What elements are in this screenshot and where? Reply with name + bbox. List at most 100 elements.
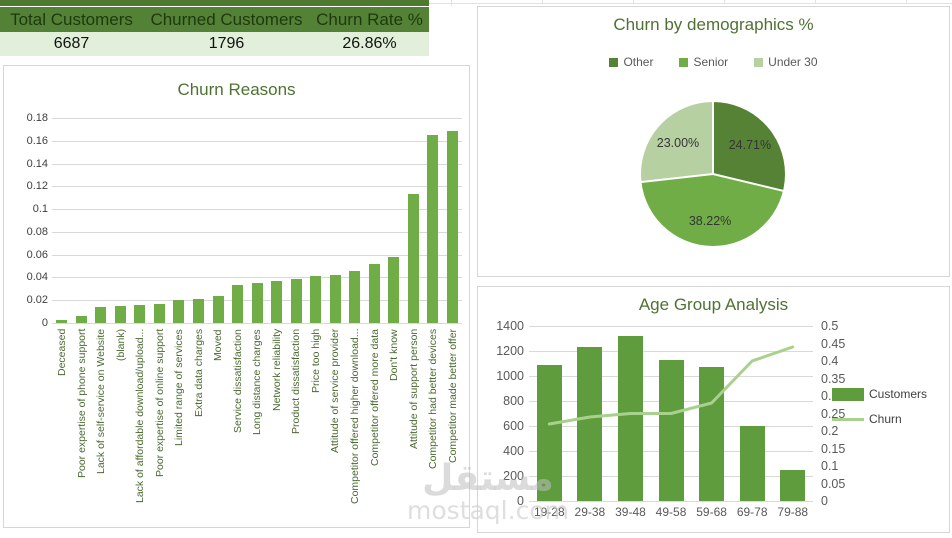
age-plot: 0 200 400 600 800 1000 1200 1400 0 0.05 0.1 0.15 0.2… (496, 319, 845, 508)
category-label: Extra data charges (192, 329, 205, 418)
chart-title: Churn by demographics % (613, 15, 814, 34)
category-slot: Lack of self-service on Website (91, 326, 111, 524)
chart-title: Churn Reasons (177, 80, 296, 99)
legend-item: Other (609, 55, 653, 69)
left-axis-tick-label: 600 (503, 419, 524, 433)
age-category-axis: 19-28 29-38 39-48 49-58 59-68 69-78 79-88 (529, 505, 813, 519)
bar (153, 303, 165, 323)
bar (173, 300, 185, 323)
customers-legend-swatch (832, 387, 864, 401)
bar-slot (52, 319, 72, 323)
gridline (52, 140, 462, 142)
gridline (52, 323, 462, 324)
bar (114, 305, 126, 323)
y-axis-tick-label: 0.08 (26, 225, 48, 238)
bar-slot (691, 366, 732, 501)
excel-gridline (724, 0, 725, 3)
category-label: Long distance charges (251, 329, 264, 435)
left-axis-tick-label: 1000 (496, 369, 524, 383)
right-axis-tick-label: 0.4 (821, 354, 839, 368)
pie-legend: Other Senior Under 30 (478, 55, 949, 69)
category-label: Lack of self-service on Website (95, 329, 108, 475)
bar (577, 347, 603, 501)
bar-slot (130, 304, 150, 323)
y-axis-tick-label: 0.14 (26, 157, 48, 170)
legend-swatch (609, 57, 619, 67)
category-slot: Moved (208, 326, 228, 524)
category-slot: Extra data charges (189, 326, 209, 524)
category-slot: Price too high (306, 326, 326, 524)
gridline (52, 209, 462, 211)
churn-line (547, 345, 795, 426)
bar-slot (72, 316, 92, 323)
kpi-label-churn-rate: Churn Rate % (316, 9, 423, 29)
bar (388, 256, 400, 323)
bar-slot (384, 256, 404, 323)
category-label: Don't know (388, 329, 401, 381)
category-slot: Lack of affordable download/upload... (130, 326, 150, 524)
gridline (529, 501, 813, 502)
legend-label: Under 30 (768, 55, 818, 69)
bar (95, 307, 107, 323)
left-axis-tick-label: 200 (503, 469, 524, 483)
kpi-value-churned-customers: 1796 (208, 35, 245, 52)
bar-slot (345, 270, 365, 323)
category-label: Network reliability (270, 329, 283, 412)
category-label: Poor expertise of online support (153, 329, 166, 478)
category-label: Deceased (56, 329, 68, 377)
left-axis-tick-label: 800 (503, 394, 524, 408)
bar (699, 366, 725, 501)
right-axis-tick-label: 0.2 (821, 424, 839, 438)
category-label: Product dissatisfaction (290, 329, 303, 435)
legend-label: Customers (869, 387, 928, 401)
pie-slice-label: 24.71% (728, 137, 772, 152)
right-axis-tick-label: 0.45 (821, 336, 846, 351)
right-axis-tick-label: 0.35 (821, 371, 846, 386)
bar (56, 319, 68, 323)
bar-slot (529, 364, 570, 501)
category-slot: Competitor made better offer (443, 326, 463, 524)
gridline (52, 254, 462, 256)
kpi-label-total-customers: Total Customers (10, 9, 133, 29)
bar-slot (365, 263, 385, 323)
kpi-header-row: Total Customers Churned Customers Churn … (0, 7, 429, 32)
category-label: 69-78 (736, 505, 768, 519)
bar-slot (423, 135, 443, 323)
category-label: Competitor made better offer (446, 329, 459, 464)
right-axis-tick-label: 0 (821, 494, 828, 508)
category-slot: Deceased (52, 326, 72, 524)
y-axis-tick-label: 0.12 (26, 180, 48, 193)
y-axis-tick-label: 0.04 (26, 271, 48, 284)
gridline (52, 118, 462, 119)
category-slot: Competitor offered more data (365, 326, 385, 524)
excel-gridline (451, 0, 452, 6)
age-bars (529, 326, 813, 501)
bar (251, 283, 263, 323)
bar (310, 276, 322, 323)
bar-slot (443, 130, 463, 323)
y-axis-tick-label: 0.02 (26, 294, 48, 307)
category-label: Limited range of services (173, 329, 186, 446)
bar-slot (169, 300, 189, 323)
category-slot: Poor expertise of phone support (72, 326, 92, 524)
category-label: 79-88 (777, 505, 809, 519)
left-axis-tick-label: 400 (503, 444, 524, 458)
right-axis-tick-label: 0.25 (821, 406, 846, 421)
demographics-chart: Churn by demographics % Other Senior Under… (477, 6, 950, 277)
bar (290, 278, 302, 323)
y-axis-tick-label: 0.18 (26, 112, 48, 124)
left-axis-tick-label: 1200 (496, 344, 524, 358)
category-label: Lack of affordable download/upload... (134, 329, 147, 504)
legend-label: Senior (693, 55, 729, 69)
category-label: Service dissatisfaction (231, 329, 244, 433)
right-axis-tick-label: 0.5 (821, 319, 839, 333)
category-label: 29-38 (574, 505, 606, 519)
legend-item: Under 30 (754, 55, 818, 69)
category-label: 39-48 (615, 505, 646, 519)
bar (212, 295, 224, 323)
bar-slot (306, 276, 326, 323)
category-slot: (blank) (111, 326, 131, 524)
bar (739, 426, 765, 501)
category-label: Poor expertise of phone support (75, 329, 88, 479)
